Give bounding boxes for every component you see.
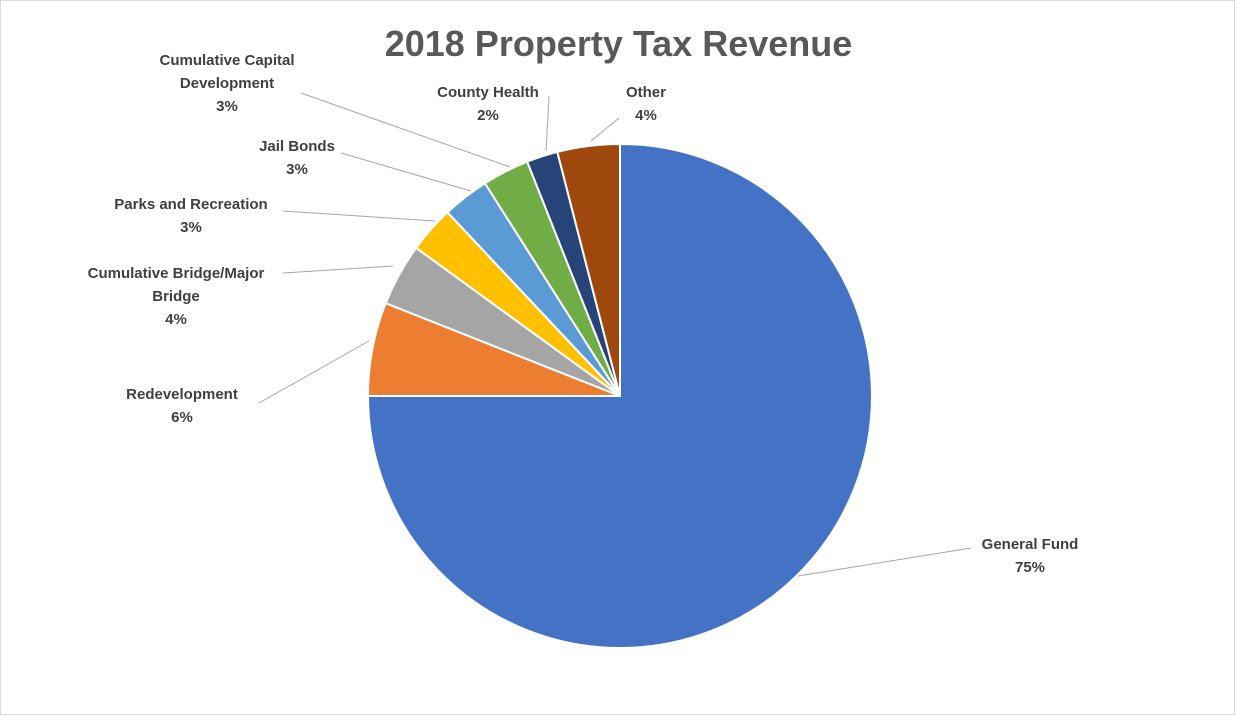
leader-line <box>282 210 436 222</box>
label-value: 6% <box>171 409 193 426</box>
leader-line <box>545 95 550 152</box>
leader-line <box>282 265 394 274</box>
leader-line <box>797 547 972 577</box>
data-label: Jail Bonds 3% <box>237 135 357 181</box>
leader-line <box>300 92 511 168</box>
data-label: Other 4% <box>596 81 696 127</box>
label-name: Cumulative Bridge/Major Bridge <box>87 264 265 305</box>
pie-slice <box>556 142 621 397</box>
label-value: 4% <box>165 310 187 328</box>
data-label: County Health 2% <box>418 81 558 127</box>
label-value: 3% <box>216 97 238 115</box>
label-value: 3% <box>180 219 202 236</box>
label-name: Other <box>625 84 666 101</box>
label-value: 2% <box>477 107 499 124</box>
label-name: Parks and Recreation <box>114 196 268 213</box>
data-label: General Fund 75% <box>930 533 1130 579</box>
label-name: Jail Bonds <box>259 138 335 155</box>
leader-line <box>340 152 472 192</box>
leader-line <box>258 340 370 404</box>
label-name: Redevelopment <box>126 386 238 403</box>
data-label: Parks and Recreation 3% <box>91 193 291 239</box>
data-label: Cumulative Bridge/Major Bridge 4% <box>64 262 289 331</box>
data-label: Cumulative Capital Development 3% <box>145 49 310 118</box>
label-name: County Health <box>437 84 539 101</box>
label-name: Cumulative Capital Development <box>159 51 295 92</box>
chart-title: 2018 Property Tax Revenue <box>384 23 853 64</box>
label-value: 75% <box>1014 559 1046 576</box>
label-name: General Fund <box>981 536 1079 553</box>
leader-line <box>590 117 620 142</box>
label-value: 4% <box>635 107 657 124</box>
label-value: 3% <box>286 161 308 178</box>
data-label: Redevelopment 6% <box>82 383 282 429</box>
